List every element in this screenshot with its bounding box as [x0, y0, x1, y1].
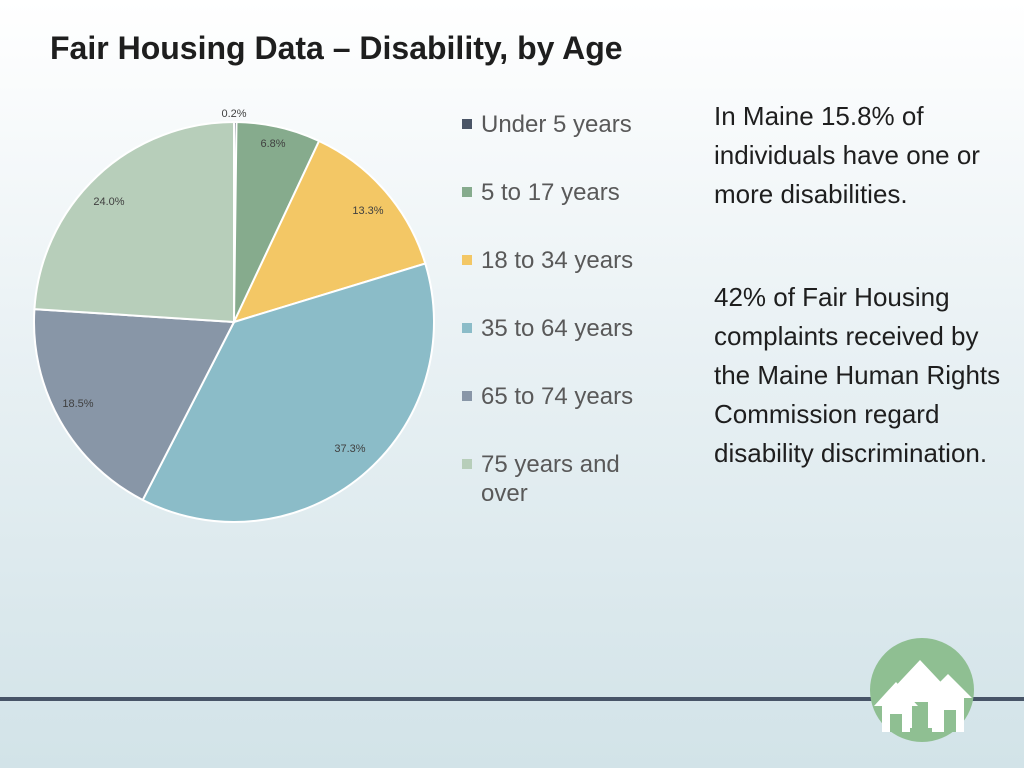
legend-label: 5 to 17 years [481, 179, 620, 206]
footer-divider [0, 697, 1024, 701]
pie-data-label: 24.0% [93, 196, 124, 208]
disability-rate-text: In Maine 15.8% of individuals have one o… [714, 101, 980, 209]
legend-item-18-to-34: 18 to 34 years [462, 246, 671, 275]
legend-swatch [462, 459, 472, 469]
pie-data-label: 18.5% [62, 398, 93, 410]
legend-label: 18 to 34 years [481, 247, 634, 274]
legend-label: 75 years and over [481, 451, 620, 507]
legend-item-under-5: Under 5 years [462, 110, 671, 139]
pie-slice-3 [232, 139, 427, 324]
pie-slice-5 [33, 308, 236, 502]
pie-data-label: 13.3% [352, 205, 383, 217]
legend-swatch [462, 187, 472, 197]
pie-data-label: 6.8% [260, 138, 285, 150]
pie-data-label: 37.3% [334, 443, 365, 455]
legend-item-65-to-74: 65 to 74 years [462, 382, 671, 411]
pie-slice-6 [33, 120, 235, 324]
pie-data-label: 0.2% [221, 108, 246, 120]
pie-slices [33, 120, 436, 523]
house-logo-icon [870, 638, 974, 742]
legend-label: 65 to 74 years [481, 383, 634, 410]
legend-item-5-to-17: 5 to 17 years [462, 178, 671, 207]
legend-swatch [462, 323, 472, 333]
pie-chart: 0.2% 6.8% 13.3% 37.3% 18.5% 24.0% [33, 108, 436, 523]
pie-slice-4 [141, 262, 436, 523]
slide-title: Fair Housing Data – Disability, by Age [50, 30, 623, 66]
complaints-text: 42% of Fair Housing complaints received … [714, 282, 1001, 468]
pie-labels: 0.2% 6.8% 13.3% 37.3% 18.5% 24.0% [62, 108, 383, 455]
legend-swatch [462, 119, 472, 129]
legend-item-35-to-64: 35 to 64 years [462, 314, 671, 343]
legend-label: 35 to 64 years [481, 315, 634, 342]
legend-swatch [462, 255, 472, 265]
legend-swatch [462, 391, 472, 401]
legend-label: Under 5 years [481, 111, 632, 138]
legend-item-75-and-over: 75 years and over [462, 450, 671, 508]
